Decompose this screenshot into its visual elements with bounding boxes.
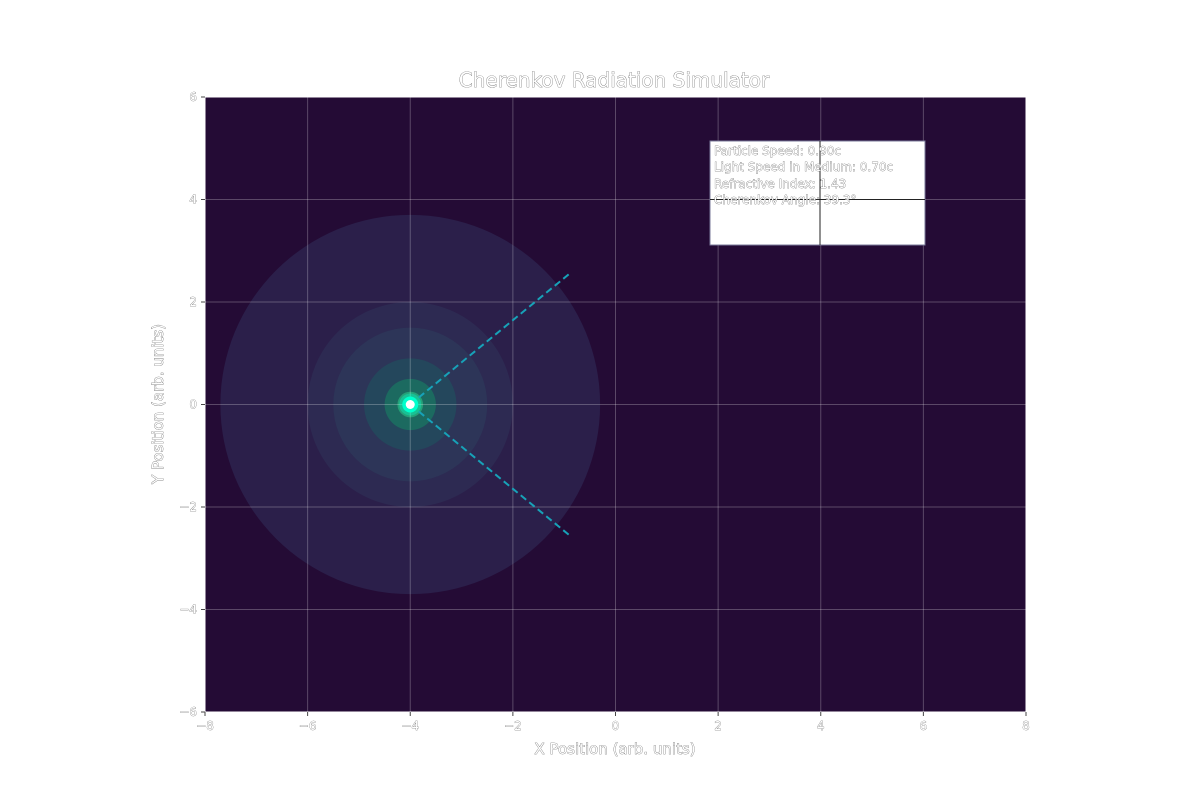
x-tick-label-7: 6 [920, 719, 928, 733]
grid [205, 97, 1026, 712]
x-tick-label-2: −4 [401, 719, 419, 733]
y-tick-label-6: 6 [189, 90, 197, 104]
y-axis-label: Y Position (arb. units) [149, 324, 167, 485]
chart-title: Cherenkov Radiation Simulator [459, 68, 770, 92]
x-tick-label-1: −6 [299, 719, 317, 733]
y-tick-label-0: −6 [179, 705, 197, 719]
x-tick-label-0: −8 [196, 719, 214, 733]
x-tick-label-3: −2 [504, 719, 522, 733]
y-tick-label-4: 2 [189, 295, 197, 309]
y-tick-label-5: 4 [189, 193, 197, 207]
x-tick-label-6: 4 [817, 719, 825, 733]
y-tick-label-2: −2 [179, 500, 197, 514]
cherenkov-cone [409, 273, 570, 536]
particle [399, 393, 422, 416]
cone-line-0 [409, 273, 570, 406]
y-tick-label-3: 0 [189, 398, 197, 412]
x-tick-label-4: 0 [612, 719, 620, 733]
info-line-speed: Particle Speed: 0.90c [714, 144, 841, 158]
info-line-refractive-index: Refractive Index: 1.43 [714, 177, 846, 191]
x-tick-label-5: 2 [714, 719, 722, 733]
info-box-frame [709, 140, 926, 246]
particle-core [405, 400, 415, 409]
info-box: Particle Speed: 0.90c Light Speed in Med… [709, 140, 926, 246]
y-tick-label-1: −4 [179, 603, 197, 617]
cone-line-1 [409, 403, 570, 536]
x-tick-label-8: 8 [1022, 719, 1030, 733]
x-axis-label: X Position (arb. units) [534, 740, 695, 758]
info-line-light-speed: Light Speed in Medium: 0.70c [714, 160, 893, 174]
info-line-cherenkov-angle: Cherenkov Angle: 39.3° [714, 193, 857, 207]
